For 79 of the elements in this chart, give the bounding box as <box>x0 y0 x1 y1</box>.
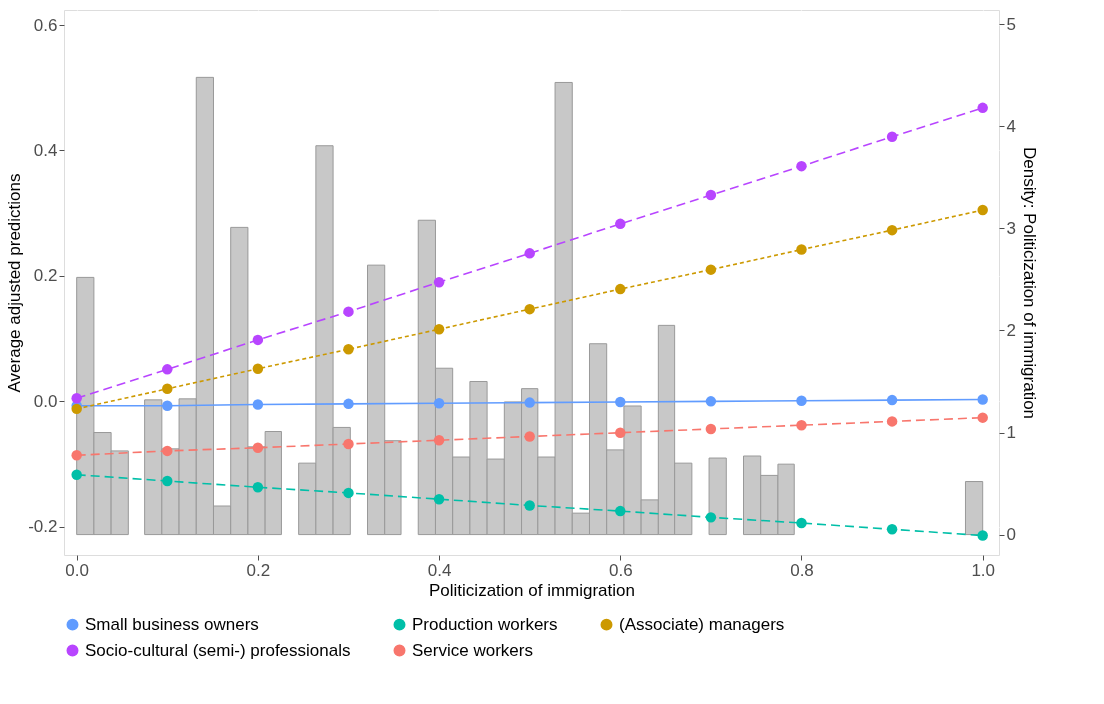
point <box>977 412 988 423</box>
y2-tick-label: 4 <box>1006 116 1016 136</box>
point <box>71 392 82 404</box>
point <box>615 505 626 517</box>
x-tick-label: 0.0 <box>65 560 89 580</box>
x-tick-label: 0.2 <box>246 560 271 580</box>
point <box>796 395 807 406</box>
point <box>71 469 82 480</box>
point <box>615 218 626 230</box>
point <box>705 396 717 407</box>
y-tick-label: 0.6 <box>33 15 58 35</box>
point <box>433 397 445 409</box>
point <box>71 450 82 461</box>
x-tick-label: 1.0 <box>971 560 996 580</box>
point <box>796 517 807 529</box>
point <box>977 102 988 114</box>
point <box>886 131 898 142</box>
point <box>886 224 898 236</box>
point <box>162 445 173 457</box>
y-axis-title: Average adjusted predictions <box>5 173 25 393</box>
point <box>615 396 626 408</box>
point <box>252 334 264 346</box>
point <box>886 416 898 427</box>
point <box>524 397 535 408</box>
x-tick-label: 0.8 <box>790 560 814 580</box>
point <box>705 423 717 435</box>
point <box>977 530 988 541</box>
point <box>615 427 626 438</box>
point <box>524 303 535 315</box>
point <box>252 482 264 493</box>
point <box>615 283 626 295</box>
point <box>252 399 264 410</box>
point <box>162 364 173 375</box>
point <box>433 493 445 505</box>
point <box>71 403 82 415</box>
point <box>162 383 173 395</box>
point <box>977 204 988 216</box>
point <box>343 438 354 450</box>
x-axis-title: Politicization of immigration <box>429 580 635 600</box>
point <box>524 431 535 442</box>
y-tick-label: 0.4 <box>33 140 58 160</box>
legend-label: Production workers <box>412 614 558 634</box>
point <box>343 487 354 499</box>
point <box>252 363 264 374</box>
point <box>796 419 807 431</box>
point <box>796 244 807 255</box>
point <box>524 248 535 259</box>
point <box>433 276 445 288</box>
point <box>343 344 354 355</box>
point <box>977 394 988 405</box>
point <box>524 500 535 511</box>
x-tick-label: 0.4 <box>427 560 452 580</box>
point <box>162 400 173 411</box>
y2-tick-label: 3 <box>1006 218 1016 238</box>
x-tick-label: 0.6 <box>608 560 633 580</box>
y2-tick-label: 2 <box>1006 320 1016 340</box>
point <box>886 394 898 406</box>
y2-tick-label: 0 <box>1006 525 1016 545</box>
y2-axis-title: Density: Politicization of immigration <box>1019 146 1039 420</box>
y2-tick-label: 1 <box>1006 423 1016 443</box>
point <box>433 435 445 446</box>
legend-label: (Associate) managers <box>619 614 785 634</box>
point <box>886 524 898 535</box>
point <box>162 475 173 487</box>
y2-tick-label: 5 <box>1006 14 1016 34</box>
y-tick-label: 0.2 <box>33 266 58 286</box>
legend-label: Small business owners <box>85 614 259 634</box>
legend-label: Socio-cultural (semi-) professionals <box>85 640 351 660</box>
legend-label: Service workers <box>412 640 533 660</box>
point <box>343 398 354 410</box>
y-tick-label: -0.2 <box>28 517 58 537</box>
point <box>433 323 445 335</box>
point <box>705 189 717 201</box>
point <box>796 160 807 172</box>
point <box>705 512 717 523</box>
y-tick-label: 0.0 <box>33 391 58 411</box>
point <box>705 264 717 275</box>
point <box>343 306 354 317</box>
point <box>252 442 264 453</box>
